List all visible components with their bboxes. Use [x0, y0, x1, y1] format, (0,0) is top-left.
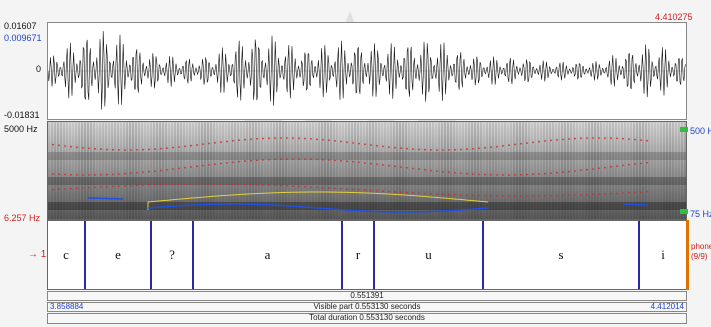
segment-e[interactable]: e	[115, 247, 121, 262]
segment-boundary[interactable]	[373, 221, 375, 289]
segment-c[interactable]: c	[63, 247, 69, 262]
pitch-bottom-label: 75 Hz	[690, 209, 711, 219]
waveform-max-label: 0.01607	[4, 21, 37, 31]
tier-number: 1	[40, 249, 47, 260]
phone-tier[interactable]: c e ? a r u s i	[47, 220, 687, 290]
segment-boundary[interactable]	[150, 221, 152, 289]
spectrogram-image	[48, 122, 686, 219]
segment-a[interactable]: a	[264, 247, 271, 262]
selection-marker[interactable]	[686, 220, 689, 290]
segment-boundary[interactable]	[482, 221, 484, 289]
segment-glottal[interactable]: ?	[169, 247, 175, 262]
tier-name-label: phone	[691, 242, 711, 251]
segment-boundary[interactable]	[192, 221, 194, 289]
visible-part-bar[interactable]: 3.858884 Visible part 0.553130 seconds 4…	[47, 302, 687, 312]
total-duration-bar[interactable]: Total duration 0.553130 seconds	[47, 313, 687, 324]
total-duration-label: Total duration 0.553130 seconds	[309, 313, 425, 322]
selection-duration: 0.551391	[350, 291, 384, 300]
selection-duration-bar[interactable]: 0.551391	[47, 291, 687, 301]
window-end-time: 4.412014	[650, 302, 684, 311]
waveform-zero-label: 0	[36, 64, 42, 74]
segment-i[interactable]: i	[661, 247, 665, 262]
tier-count-label: (9/9)	[691, 252, 708, 261]
spectrogram-top-freq-label: 5000 Hz	[4, 124, 38, 134]
spectrogram-bottom-freq-label: 6.257 Hz	[4, 213, 41, 223]
waveform-min-label: -0.01831	[4, 110, 40, 120]
waveform-cursor-label: 0.009671	[4, 33, 42, 43]
segment-u[interactable]: u	[425, 247, 432, 262]
segment-boundary[interactable]	[341, 221, 343, 289]
tier-arrow-icon: →	[28, 249, 38, 260]
spectrogram-panel[interactable]	[47, 121, 687, 220]
waveform-trace	[47, 31, 686, 110]
pitch-top-marker	[680, 127, 688, 132]
tier-number-label: → 1	[28, 250, 46, 260]
segment-r[interactable]: r	[355, 247, 361, 262]
window-start-time: 3.858884	[50, 302, 84, 311]
segment-boundary[interactable]	[638, 221, 640, 289]
segment-s[interactable]: s	[558, 247, 564, 262]
tier-side-info: phone (9/9)	[687, 220, 711, 290]
visible-part-label: Visible part 0.553130 seconds	[313, 302, 421, 311]
pitch-bottom-marker	[680, 209, 688, 214]
window-end-time-top: 4.410275	[655, 12, 693, 22]
segment-boundary[interactable]	[84, 221, 86, 289]
waveform-panel[interactable]	[47, 22, 687, 120]
pitch-top-label: 500 Hz	[690, 126, 711, 136]
